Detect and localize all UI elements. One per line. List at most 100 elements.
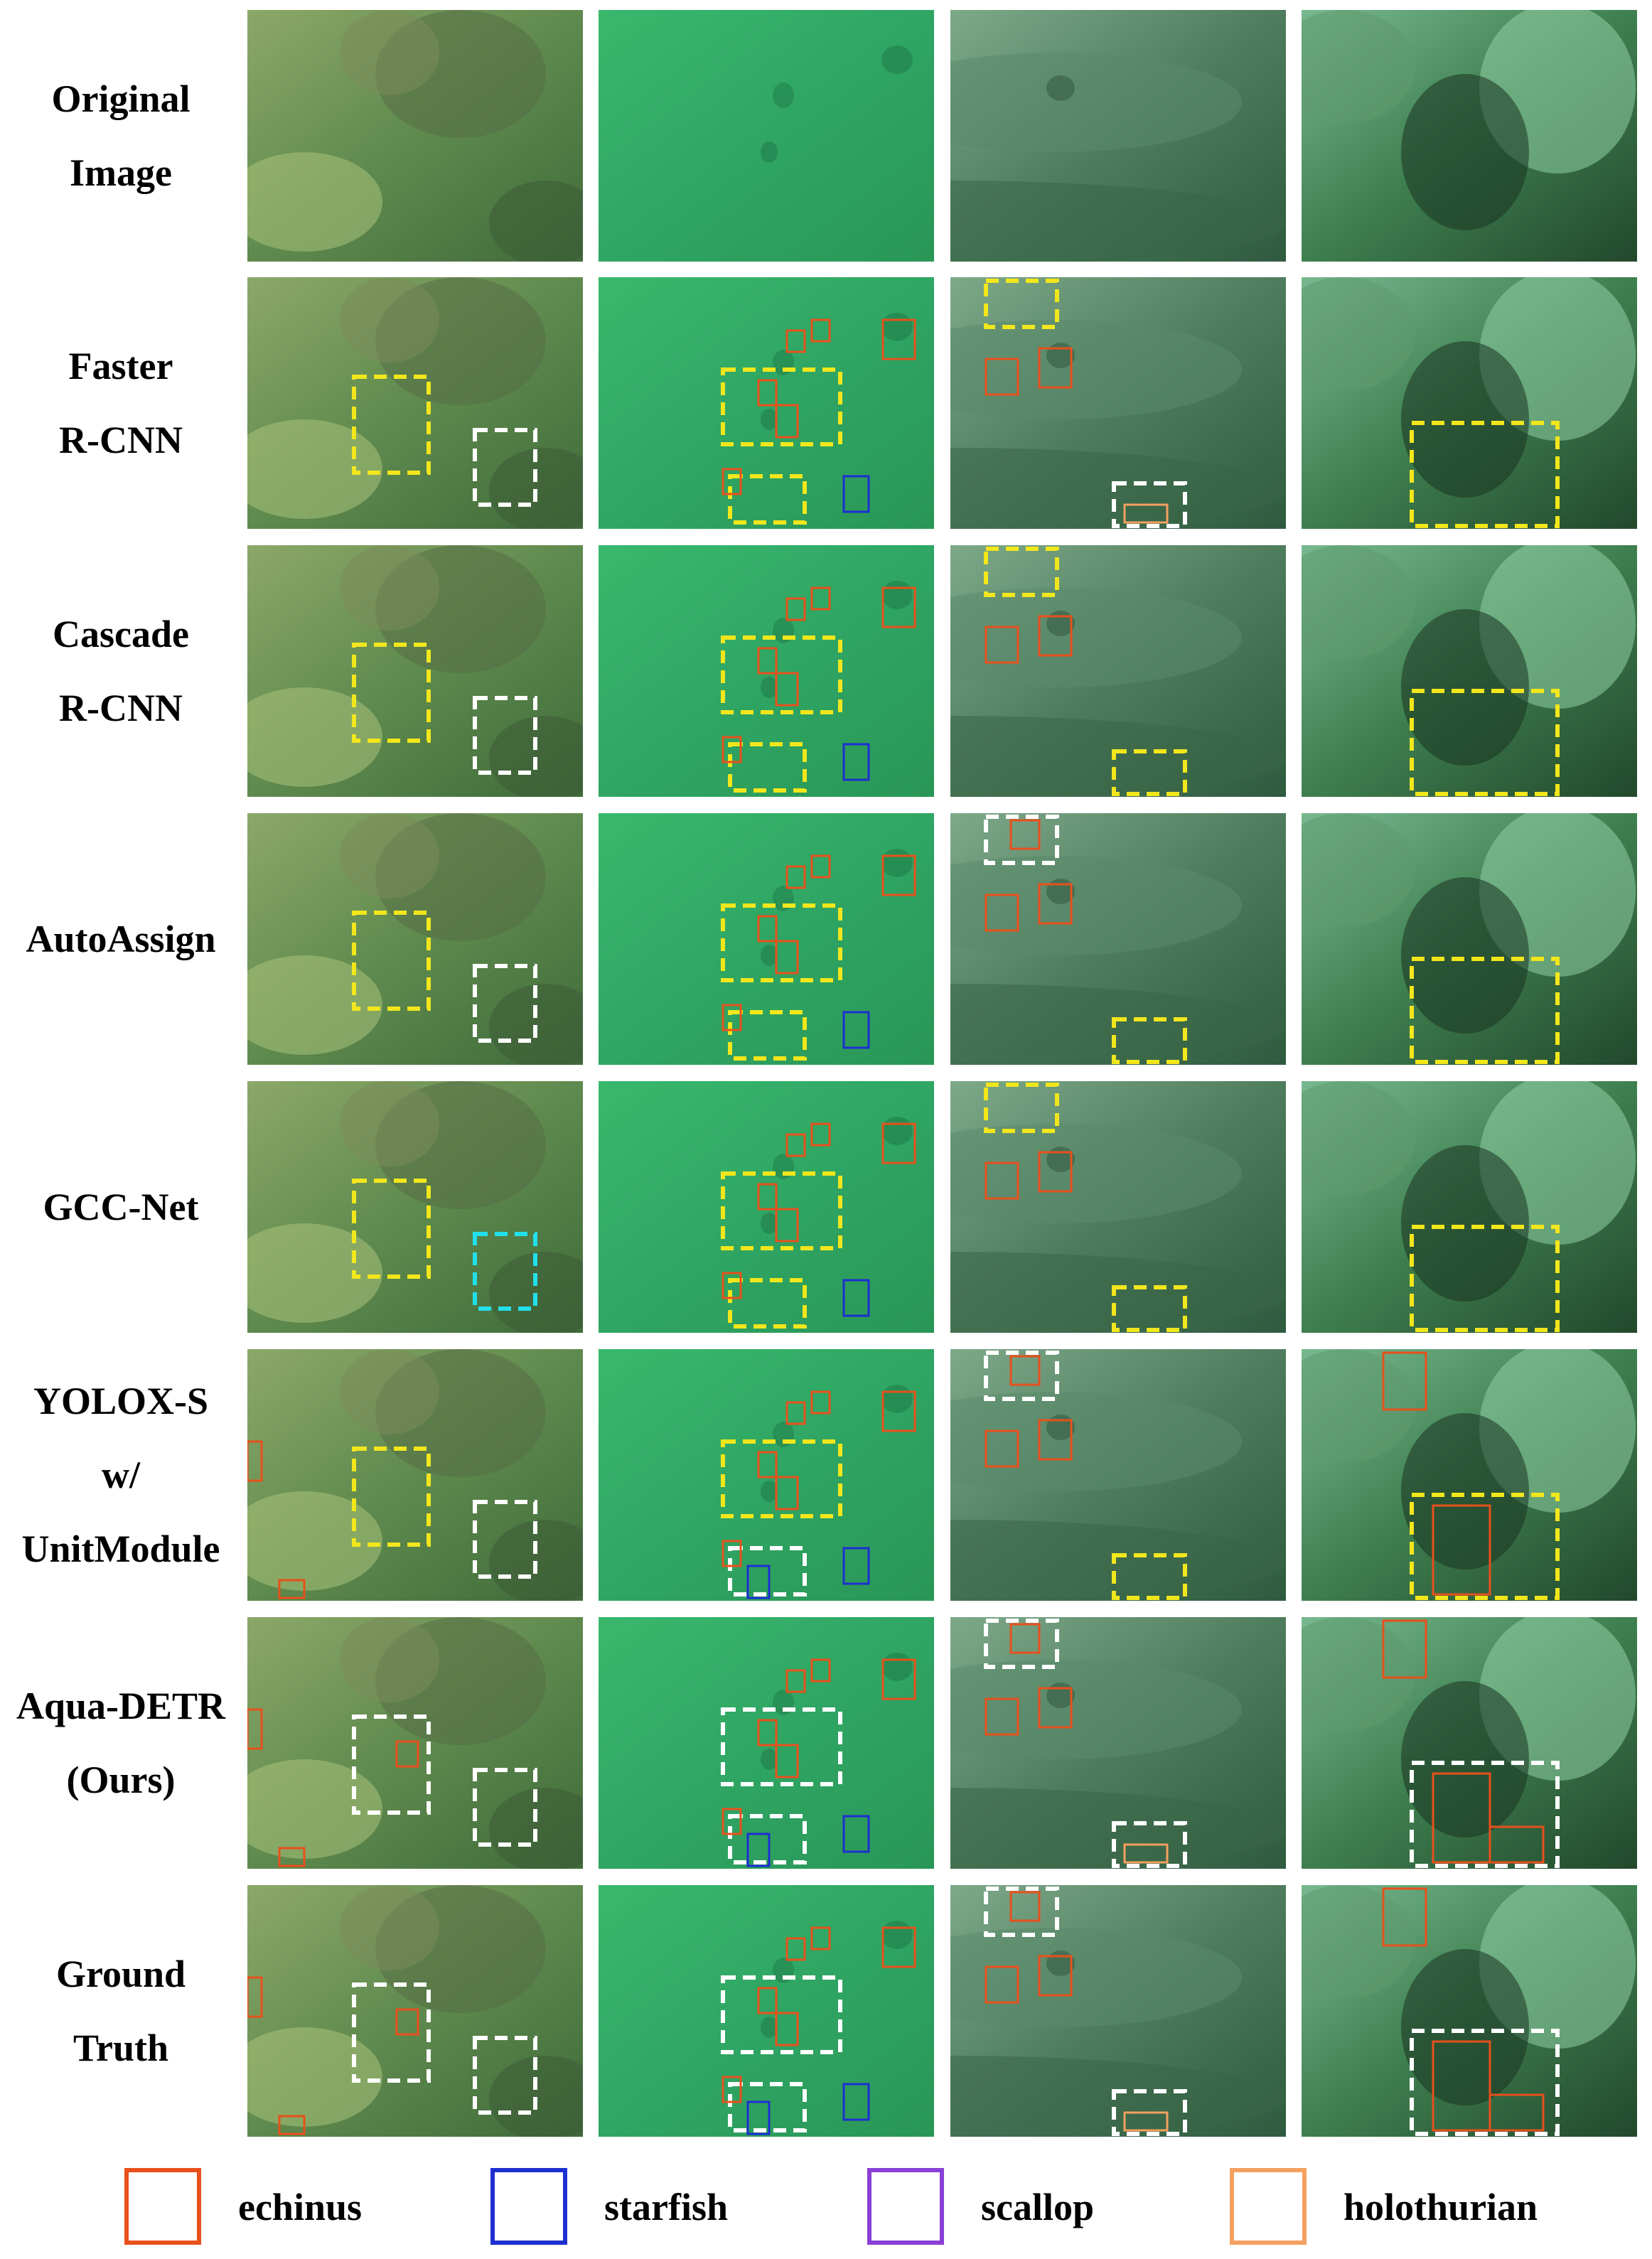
- underwater-photo: [599, 277, 934, 529]
- image-cell-green-water: [599, 1349, 934, 1601]
- underwater-photo: [1302, 277, 1637, 529]
- highlight-box: [352, 1982, 431, 2083]
- row-label-line: Image: [70, 151, 172, 194]
- underwater-photo: [247, 813, 583, 1065]
- texture-blob: [489, 2056, 583, 2137]
- texture-blob: [761, 1749, 778, 1770]
- image-cell-green-water: [599, 813, 934, 1065]
- image-cell-green-water: [599, 1885, 934, 2137]
- texture-blob: [1302, 1617, 1415, 1731]
- highlight-box: [1410, 1225, 1560, 1332]
- row-label-line: R-CNN: [59, 687, 183, 729]
- texture-blob: [489, 181, 583, 262]
- texture-blob: [247, 419, 382, 519]
- legend-swatch-echinus: [124, 2168, 201, 2245]
- texture-blob: [1401, 1949, 1529, 2105]
- underwater-photo: [1302, 1885, 1637, 2137]
- texture-blob: [761, 945, 778, 966]
- detection-box: [842, 475, 870, 513]
- texture-blob: [489, 1520, 583, 1601]
- highlight-box: [721, 1439, 842, 1518]
- image-cell-kelp-rock: [1302, 1349, 1637, 1601]
- highlight-box: [1410, 957, 1560, 1064]
- image-cell-green-water: [599, 545, 934, 797]
- underwater-photo: [1302, 10, 1637, 262]
- texture-blob: [950, 716, 1286, 797]
- detection-box: [1489, 1825, 1545, 1864]
- row-label-line: (Ours): [66, 1759, 176, 1801]
- texture-blob: [247, 687, 382, 787]
- detection-box: [785, 1669, 806, 1693]
- detection-box: [757, 379, 778, 407]
- texture-blob: [881, 581, 913, 609]
- legend-label: holothurian: [1343, 2186, 1538, 2228]
- texture-blob: [1302, 1885, 1415, 1999]
- highlight-box: [984, 279, 1059, 329]
- detection-box: [775, 1744, 799, 1778]
- image-cell-sandy-slope: [950, 545, 1286, 797]
- detection-box: [775, 1476, 799, 1511]
- detection-box: [247, 1440, 263, 1482]
- image-cell-rocky-seabed: [247, 277, 583, 529]
- texture-blob: [881, 1921, 913, 1949]
- texture-blob: [340, 1349, 439, 1434]
- highlight-box: [1112, 1285, 1187, 1332]
- row-label-line: Ground: [55, 1953, 186, 1995]
- detection-box: [785, 1401, 806, 1425]
- underwater-photo: [950, 277, 1286, 529]
- image-cell-rocky-seabed: [247, 1349, 583, 1601]
- texture-blob: [950, 1124, 1242, 1223]
- highlight-box: [1112, 481, 1187, 528]
- detection-box: [810, 318, 831, 343]
- highlight-box: [1112, 1553, 1187, 1600]
- highlight-box: [721, 1975, 842, 2054]
- texture-blob: [950, 1788, 1286, 1869]
- legend-label: starfish: [604, 2186, 728, 2228]
- texture-blob: [950, 2056, 1286, 2137]
- row-label-line: Truth: [73, 2027, 169, 2069]
- texture-blob: [950, 984, 1286, 1065]
- texture-blob: [247, 1759, 382, 1859]
- texture-blob: [761, 1481, 778, 1502]
- highlight-box: [473, 1500, 537, 1579]
- texture-blob: [1302, 1349, 1415, 1463]
- texture-blob: [950, 1660, 1242, 1759]
- detection-box: [1382, 1887, 1427, 1947]
- image-cell-kelp-rock: [1302, 813, 1637, 1065]
- texture-blob: [1302, 813, 1415, 927]
- detection-box: [810, 586, 831, 611]
- underwater-photo: [950, 545, 1286, 797]
- texture-blob: [1302, 277, 1415, 391]
- underwater-photo: [599, 813, 934, 1065]
- highlight-box: [473, 696, 537, 775]
- image-cell-kelp-rock: [1302, 1885, 1637, 2137]
- detection-box: [722, 1004, 742, 1031]
- texture-blob: [881, 849, 913, 877]
- detection-box: [881, 1658, 916, 1700]
- legend-label: echinus: [238, 2186, 363, 2228]
- detection-box: [278, 2115, 306, 2135]
- image-cell-sandy-slope: [950, 1885, 1286, 2137]
- texture-blob: [773, 82, 794, 108]
- detection-box: [785, 597, 806, 621]
- detection-box: [881, 1926, 916, 1968]
- detection-box: [722, 2076, 742, 2103]
- underwater-photo: [950, 1081, 1286, 1333]
- highlight-box: [984, 815, 1059, 865]
- underwater-photo: [247, 1885, 583, 2137]
- row-label: GCC-Net: [0, 1081, 242, 1333]
- detection-box: [746, 2100, 771, 2135]
- highlight-box: [473, 428, 537, 507]
- detection-box: [278, 1847, 306, 1867]
- detection-box: [881, 318, 916, 360]
- image-cell-rocky-seabed: [247, 1885, 583, 2137]
- detection-box: [1038, 1151, 1073, 1193]
- highlight-box: [721, 367, 842, 446]
- image-cell-sandy-slope: [950, 277, 1286, 529]
- underwater-photo: [247, 10, 583, 262]
- highlight-box: [473, 2036, 537, 2115]
- image-cell-sandy-slope: [950, 813, 1286, 1065]
- detection-box: [1009, 1623, 1041, 1654]
- texture-blob: [1401, 877, 1529, 1034]
- texture-blob: [950, 320, 1242, 419]
